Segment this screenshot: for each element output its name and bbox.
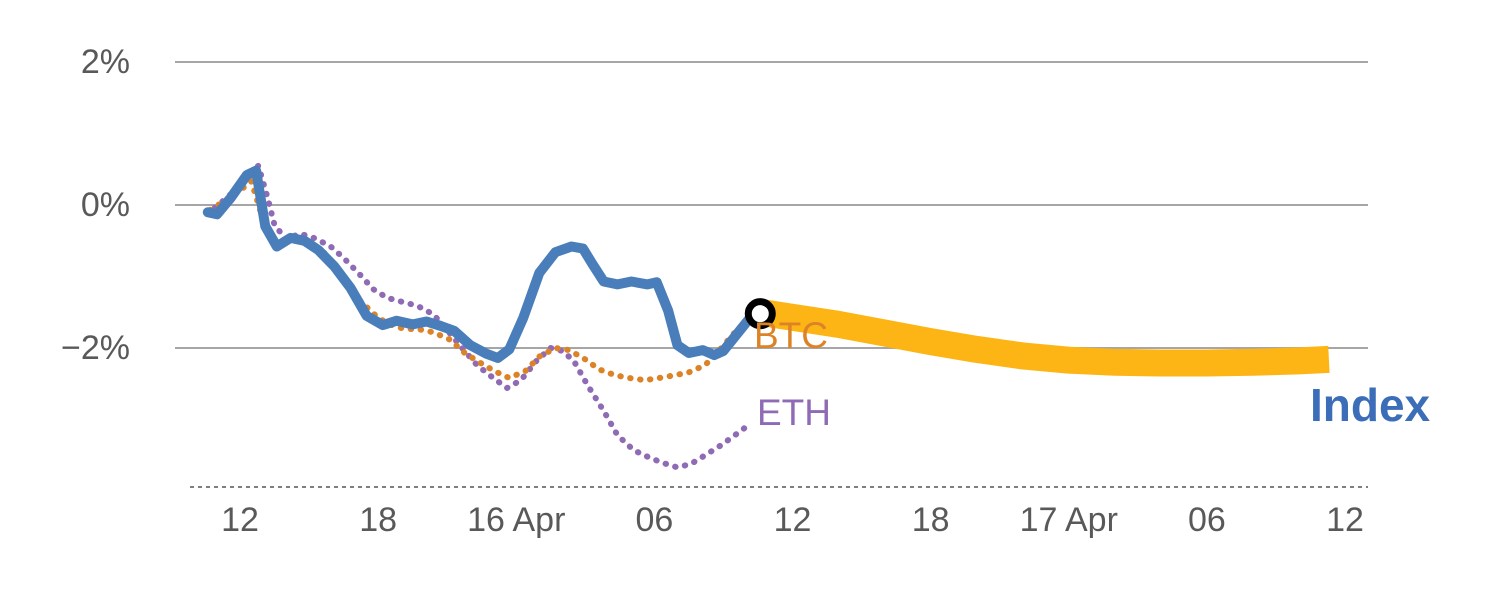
eth-series-label: ETH: [757, 392, 831, 433]
index-series-label: Index: [1310, 379, 1431, 431]
latest-point-marker: [744, 298, 776, 330]
btc-line: [207, 178, 750, 384]
btc-series-label: BTC: [754, 315, 828, 356]
eth-line: [211, 162, 750, 471]
index-line: [202, 165, 766, 363]
index-projection-line: [758, 298, 1330, 377]
